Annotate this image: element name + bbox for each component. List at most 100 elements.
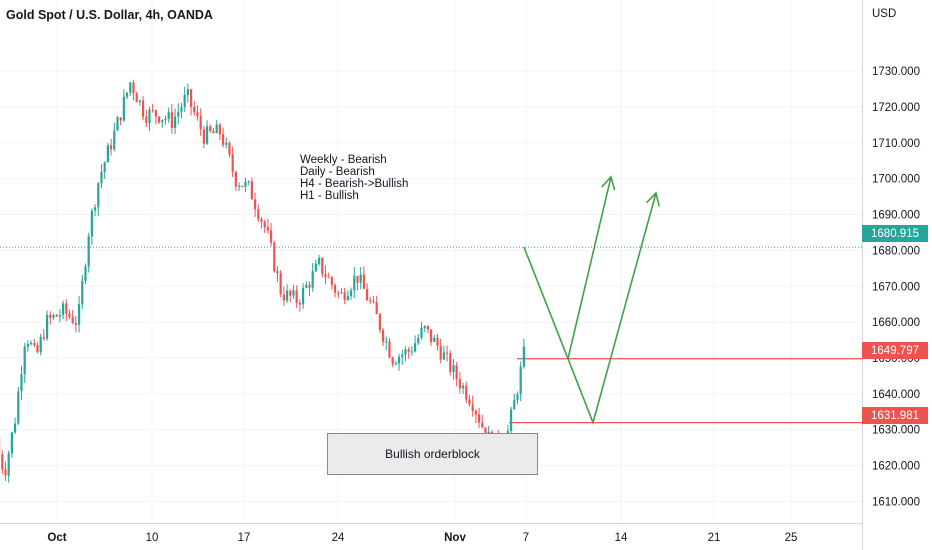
- candle-body: [97, 183, 100, 208]
- candle-body: [196, 112, 199, 117]
- candle-body: [247, 181, 250, 183]
- candle-body: [330, 277, 333, 286]
- candle-body: [449, 353, 452, 372]
- candle-body: [52, 314, 55, 318]
- candle-body: [132, 82, 135, 94]
- candle-body: [157, 116, 161, 123]
- candle-body: [452, 365, 455, 372]
- price-levels: [0, 246, 862, 424]
- candle-body: [337, 292, 340, 294]
- time-axis[interactable]: Oct 10 17 24 Nov 7 14 21 25: [0, 523, 862, 545]
- candle-body: [266, 227, 269, 231]
- candle-body: [343, 292, 346, 301]
- candle-body: [407, 349, 410, 352]
- candle-body: [404, 349, 407, 355]
- candle-body: [205, 126, 209, 144]
- candle-body: [77, 304, 81, 325]
- candle-body: [36, 345, 39, 353]
- candle-body: [29, 343, 33, 345]
- candle-body: [87, 236, 90, 267]
- candle-body: [356, 275, 359, 283]
- candle-body: [106, 145, 109, 163]
- projection-line-main: [523, 192, 657, 426]
- candle-body: [84, 266, 87, 281]
- candle-body: [193, 106, 196, 113]
- candle-body: [209, 126, 212, 132]
- candle-body: [468, 399, 471, 405]
- x-tick-label: 21: [708, 532, 721, 544]
- candle-body: [170, 112, 173, 128]
- candle-body: [372, 301, 375, 303]
- candle-body: [164, 118, 167, 120]
- candle-body: [276, 271, 279, 274]
- candle-body: [154, 110, 157, 117]
- candle-body: [519, 366, 522, 395]
- candle-body: [93, 207, 97, 211]
- candle-body: [225, 142, 228, 145]
- candle-body: [250, 181, 253, 200]
- bias-notes: Weekly - Bearish Daily - Bearish H4 - Be…: [300, 154, 408, 202]
- x-tick-label: 14: [615, 532, 628, 544]
- candle-body: [253, 199, 257, 210]
- x-tick-label: Nov: [444, 532, 466, 544]
- candle-body: [314, 263, 317, 272]
- candle-body: [509, 409, 513, 431]
- candle-body: [4, 469, 7, 476]
- candle-body: [26, 344, 29, 347]
- candle-body: [273, 242, 276, 272]
- candle-body: [55, 314, 58, 317]
- candle-body: [20, 374, 23, 392]
- candle-body: [458, 379, 461, 389]
- candle-body: [260, 219, 263, 222]
- price-axis[interactable]: 1730.000 1720.000 1710.000 1700.000 1690.000…: [862, 0, 920, 550]
- candle-body: [167, 112, 170, 119]
- candle-body: [289, 290, 292, 296]
- candle-body: [173, 116, 177, 128]
- candle-body: [378, 314, 381, 331]
- candle-body: [282, 294, 285, 301]
- candle-body: [362, 274, 365, 289]
- candle-body: [279, 273, 282, 295]
- candle-body: [420, 327, 423, 338]
- last-price-tag: 1680.915: [862, 225, 928, 242]
- candle-body: [465, 385, 468, 400]
- candle-body: [202, 129, 205, 144]
- candle-body: [346, 295, 349, 301]
- candle-body: [474, 411, 477, 415]
- candle-body: [285, 290, 289, 301]
- candle-body: [241, 185, 244, 187]
- candle-body: [477, 414, 481, 423]
- candle-body: [263, 221, 266, 228]
- candle-body: [7, 453, 10, 476]
- candle-body: [413, 343, 417, 352]
- candle-body: [125, 92, 129, 97]
- candle-body: [39, 337, 42, 353]
- x-tick-label: 25: [785, 532, 798, 544]
- candle-body: [74, 322, 77, 325]
- orderblock-box[interactable]: Bullish orderblock: [327, 433, 538, 475]
- candle-body: [10, 432, 13, 454]
- x-tick-label: 17: [238, 532, 251, 544]
- candle-body: [141, 100, 145, 117]
- level-tag-upper: 1649.797: [862, 342, 928, 359]
- candle-body: [269, 230, 273, 243]
- candle-body: [221, 134, 225, 145]
- candle-body: [410, 351, 413, 353]
- candle-body: [397, 356, 401, 364]
- projection-arrowhead-alt: [601, 175, 616, 191]
- candle-body: [215, 124, 218, 134]
- bias-note-h1: H1 - Bullish: [300, 190, 359, 202]
- bias-note-weekly: Weekly - Bearish: [300, 154, 387, 166]
- candle-body: [138, 100, 141, 103]
- candle-body: [401, 354, 404, 357]
- y-tick-label: 1630.000: [872, 425, 920, 437]
- projection-arrowhead-main: [645, 191, 660, 207]
- candle-body: [455, 365, 458, 380]
- candle-body: [359, 274, 362, 283]
- candle-body: [1, 454, 4, 470]
- candle-body: [161, 119, 164, 123]
- candle-body: [394, 363, 397, 365]
- candle-body: [23, 346, 26, 375]
